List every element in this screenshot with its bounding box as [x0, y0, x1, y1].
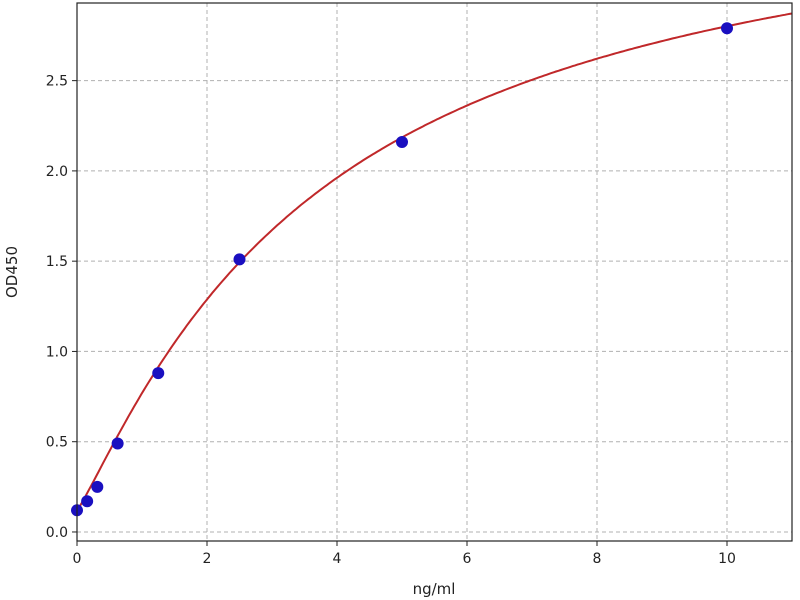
y-tick-label: 2.0 — [46, 164, 68, 180]
x-axis-label: ng/ml — [413, 580, 456, 598]
x-tick-label: 4 — [333, 551, 342, 567]
data-point — [152, 367, 165, 380]
fitted-curve — [76, 12, 793, 511]
data-point — [396, 136, 408, 149]
x-tick-label: 8 — [593, 551, 602, 567]
data-point — [111, 437, 124, 450]
data-point — [721, 22, 733, 35]
grid — [77, 3, 792, 541]
x-tick-label: 10 — [718, 551, 736, 567]
plot-frame — [76, 2, 793, 542]
ticks: 0 2 4 6 8 10 0.0 0.5 1.0 1.5 2.0 2.5 — [46, 74, 736, 567]
data-points — [71, 22, 733, 517]
y-tick-label: 1.0 — [46, 344, 68, 360]
x-tick-label: 2 — [203, 551, 212, 567]
x-tick-label: 0 — [73, 551, 82, 567]
x-tick-label: 6 — [463, 551, 472, 567]
data-point — [233, 253, 246, 266]
y-tick-label: 1.5 — [46, 254, 68, 270]
data-point — [81, 495, 94, 508]
y-tick-label: 0.0 — [46, 525, 68, 541]
y-tick-label: 0.5 — [46, 435, 68, 451]
y-tick-label: 2.5 — [46, 74, 68, 90]
data-point — [91, 480, 104, 493]
y-axis-label: OD450 — [3, 246, 21, 298]
